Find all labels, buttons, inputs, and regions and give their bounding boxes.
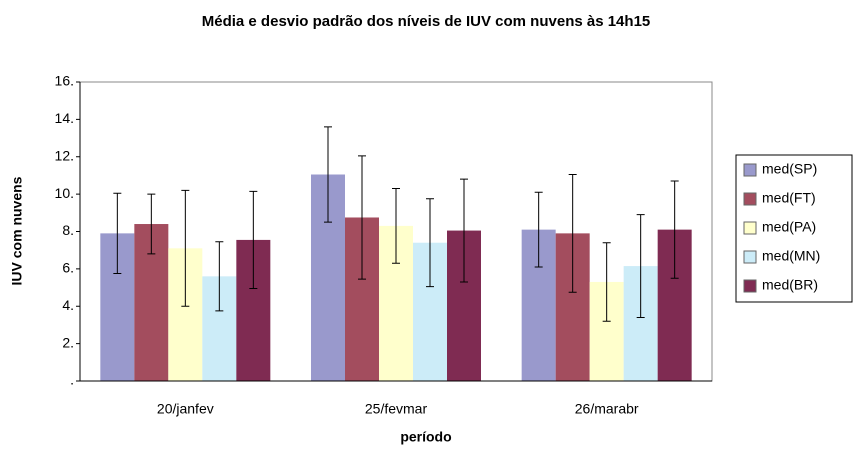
legend-swatch [743,250,757,264]
error-bar [602,242,611,322]
y-tick-label: 6. [62,260,74,276]
x-axis-label: período [400,429,451,445]
error-bar [324,126,332,223]
chart-title: Média e desvio padrão dos níveis de IUV … [202,13,651,30]
error-bar [636,214,645,318]
error-bar [181,189,190,307]
error-bar [215,241,224,312]
error-bar [426,198,434,288]
legend-label: med(BR) [762,277,818,293]
error-bar [358,155,366,280]
error-bar [113,192,122,275]
y-tick-label: 2. [62,334,74,350]
error-bar [147,193,156,255]
error-bar [249,190,258,289]
legend-label: med(FT) [762,190,816,206]
y-tick-label: 4. [62,297,74,313]
legend-swatch [743,192,757,206]
y-tick-label: 14. [55,110,74,126]
x-tick-label: 26/marabr [575,401,639,417]
y-tick-label: 8. [62,222,74,238]
legend-label: med(MN) [762,248,820,264]
legend-swatch [743,163,757,177]
error-bar [670,180,679,279]
y-tick-label: 16. [55,73,74,89]
error-bar [460,178,468,283]
error-bar [568,174,577,293]
y-tick-label: 10. [55,185,74,201]
legend-swatch [743,279,757,293]
y-tick-label: 12. [55,147,74,163]
error-bar [392,188,400,264]
y-axis-label: IUV com nuvens [9,176,25,285]
legend-label: med(PA) [762,219,816,235]
y-tick-label: . [70,372,74,388]
legend-swatch [743,221,757,235]
legend-label: med(SP) [762,161,817,177]
x-tick-label: 20/janfev [157,401,214,417]
x-tick-label: 25/fevmar [365,401,428,417]
error-bar [534,191,543,268]
